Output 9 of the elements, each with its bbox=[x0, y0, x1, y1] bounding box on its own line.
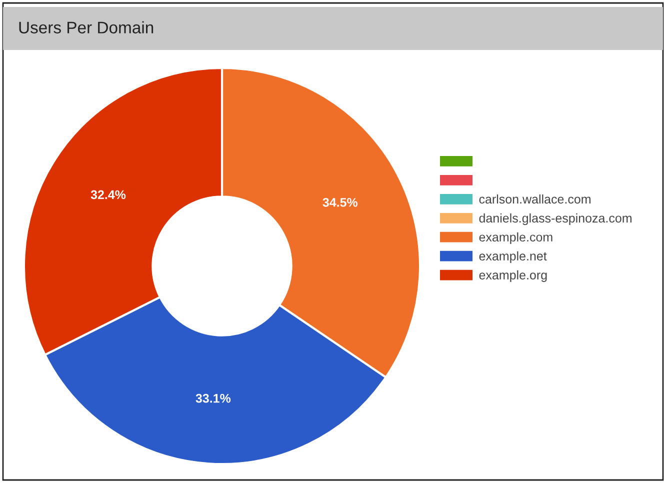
data-label: 34.5% bbox=[322, 198, 358, 207]
chart-title: Users Per Domain bbox=[19, 21, 154, 34]
legend-label: example.net bbox=[479, 251, 547, 263]
legend-label: example.org bbox=[479, 270, 547, 282]
data-label: 32.4% bbox=[90, 190, 126, 200]
legend-label: carlson.wallace.com bbox=[479, 194, 590, 204]
legend-label: example.com bbox=[479, 232, 552, 244]
legend-label: daniels.glass-espinoza.com bbox=[479, 213, 632, 226]
data-label: 33.1% bbox=[196, 394, 231, 403]
